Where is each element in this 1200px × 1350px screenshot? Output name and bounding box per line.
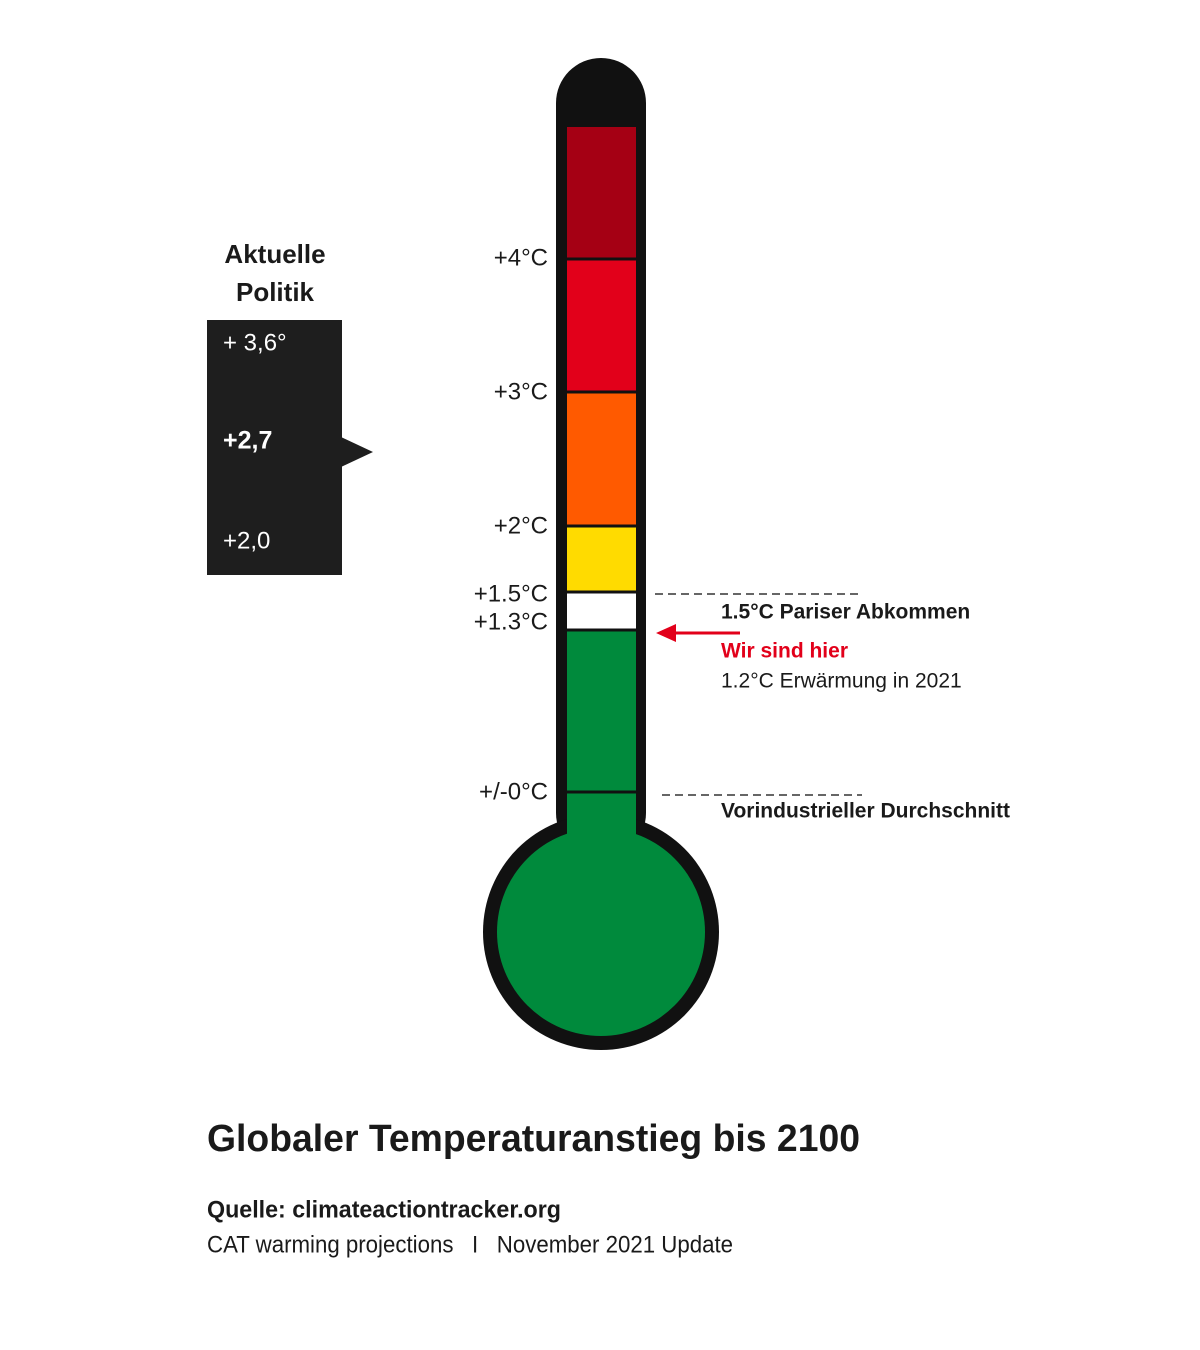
scale-label: +2°C [494, 512, 548, 539]
policy-pointer [341, 437, 373, 467]
policy-title: Aktuelle [224, 239, 325, 269]
policy-box [207, 320, 342, 575]
paris-label: 1.5°C Pariser Abkommen [721, 601, 970, 624]
footer-title: Globaler Temperaturanstieg bis 2100 [207, 1118, 860, 1160]
bulb [497, 828, 705, 1036]
policy-value: + 3,6° [223, 329, 287, 356]
scale-label: +4°C [494, 244, 548, 271]
preindustrial-label: Vorindustrieller Durchschnitt [721, 800, 1010, 823]
segment-orange [567, 392, 636, 526]
segment-dark-red [567, 127, 636, 259]
segment-red [567, 259, 636, 392]
policy-value: +2,0 [223, 527, 270, 554]
footer-note: CAT warming projections I November 2021 … [207, 1231, 733, 1258]
here-label: Wir sind hier [721, 640, 848, 663]
scale-label: +1.3°C [474, 608, 548, 635]
segment-white [567, 592, 636, 630]
scale-label: +3°C [494, 378, 548, 405]
policy-title: Politik [236, 277, 315, 307]
policy-value: +2,7 [223, 427, 272, 455]
thermometer [483, 58, 719, 1050]
segment-dividers [567, 257, 636, 794]
scale-label: +1.5°C [474, 580, 548, 607]
scale-label: +/-0°C [479, 778, 548, 805]
here-arrowhead [656, 624, 676, 642]
segment-yellow [567, 526, 636, 592]
footer-source: Quelle: climateactiontracker.org [207, 1196, 561, 1223]
warming-label: 1.2°C Erwärmung in 2021 [721, 670, 962, 693]
